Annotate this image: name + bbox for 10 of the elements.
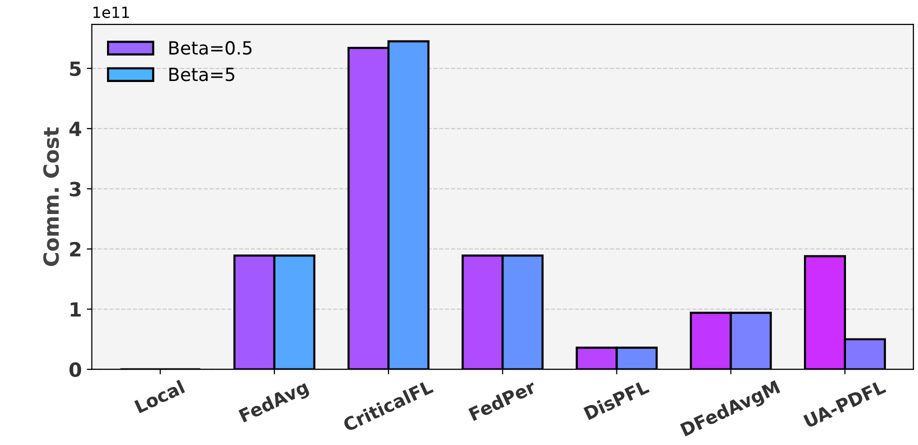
y-axis-title: Comm. Cost bbox=[43, 127, 59, 266]
y-tick-label: 2 bbox=[70, 242, 80, 256]
text: 1e11 bbox=[93, 6, 129, 18]
y-tick-label: 4 bbox=[69, 122, 82, 136]
y-tick-label: 0 bbox=[69, 362, 82, 378]
y-tick-label: 3 bbox=[70, 182, 81, 196]
y-tick-label: 1 bbox=[70, 302, 81, 317]
legend-label: Beta=5 bbox=[169, 68, 234, 82]
legend-label: Beta=0.5 bbox=[169, 41, 252, 55]
y-tick-label: 5 bbox=[70, 62, 81, 76]
